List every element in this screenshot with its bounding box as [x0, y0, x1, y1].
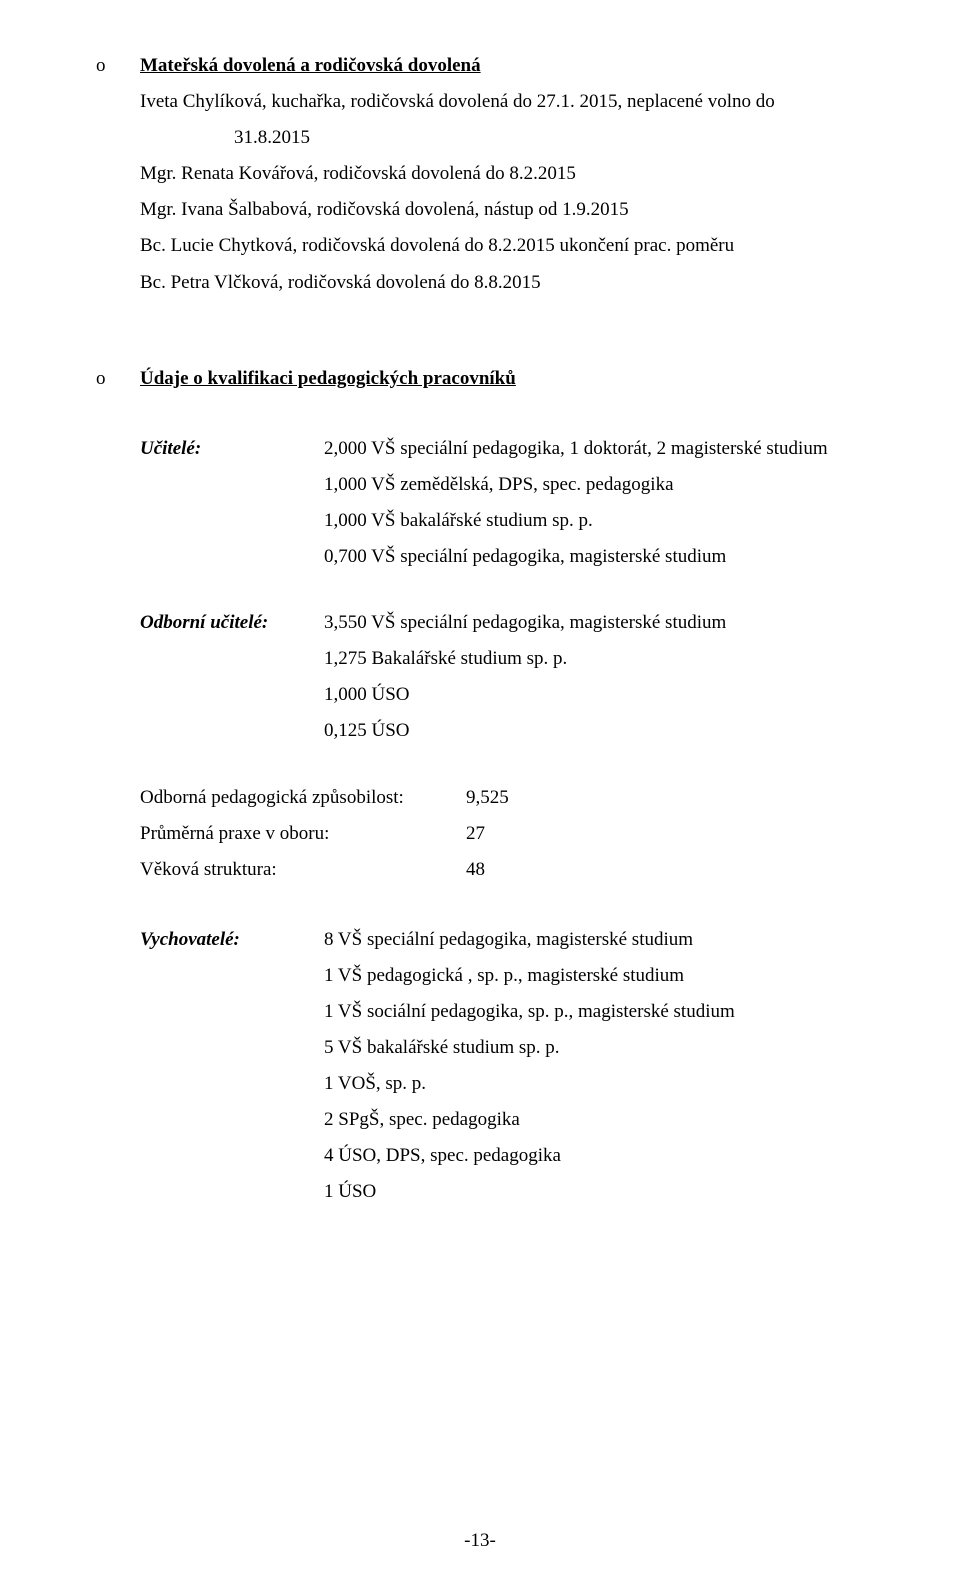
stats-row-2: Věková struktura: 48	[140, 852, 860, 888]
stats-label-1: Průměrná praxe v oboru:	[140, 816, 466, 852]
vychovatele-block: Vychovatelé: 8 VŠ speciální pedagogika, …	[140, 922, 860, 1211]
odborni-line-1: 1,275 Bakalářské studium sp. p.	[324, 641, 860, 677]
qualification-section: o Údaje o kvalifikaci pedagogických prac…	[140, 361, 860, 397]
odborni-block: Odborní učitelé: 3,550 VŠ speciální peda…	[140, 605, 860, 749]
stats-label-2: Věková struktura:	[140, 852, 466, 888]
stats-row-0: Odborná pedagogická způsobilost: 9,525	[140, 780, 860, 816]
vychovatele-line-0: 8 VŠ speciální pedagogika, magisterské s…	[324, 922, 860, 958]
odborni-body: 3,550 VŠ speciální pedagogika, magisters…	[324, 605, 860, 749]
vychovatele-line-6: 4 ÚSO, DPS, spec. pedagogika	[324, 1138, 860, 1174]
maternity-leave-section: o Mateřská dovolená a rodičovská dovolen…	[140, 48, 860, 301]
section1-line-0: Iveta Chylíková, kuchařka, rodičovská do…	[140, 84, 860, 120]
stats-value-1: 27	[466, 816, 860, 852]
vychovatele-label: Vychovatelé:	[140, 922, 324, 1211]
odborni-line-2: 1,000 ÚSO	[324, 677, 860, 713]
vychovatele-body: 8 VŠ speciální pedagogika, magisterské s…	[324, 922, 860, 1211]
section1-line-2: Mgr. Renata Kovářová, rodičovská dovolen…	[140, 156, 860, 192]
stats-block: Odborná pedagogická způsobilost: 9,525 P…	[140, 780, 860, 888]
section1-line-3: Mgr. Ivana Šalbabová, rodičovská dovolen…	[140, 192, 860, 228]
section1-heading-row: o Mateřská dovolená a rodičovská dovolen…	[96, 48, 860, 84]
stats-row-1: Průměrná praxe v oboru: 27	[140, 816, 860, 852]
section1-line-5: Bc. Petra Vlčková, rodičovská dovolená d…	[140, 265, 860, 301]
stats-value-2: 48	[466, 852, 860, 888]
ucitele-label: Učitelé:	[140, 431, 324, 575]
vychovatele-line-4: 1 VOŠ, sp. p.	[324, 1066, 860, 1102]
section1-heading: Mateřská dovolená a rodičovská dovolená	[140, 48, 481, 84]
ucitele-block: Učitelé: 2,000 VŠ speciální pedagogika, …	[140, 431, 860, 575]
ucitele-line-2: 1,000 VŠ bakalářské studium sp. p.	[324, 503, 860, 539]
page: o Mateřská dovolená a rodičovská dovolen…	[0, 0, 960, 1583]
odborni-line-0: 3,550 VŠ speciální pedagogika, magisters…	[324, 605, 860, 641]
stats-label-0: Odborná pedagogická způsobilost:	[140, 780, 466, 816]
page-number: -13-	[0, 1523, 960, 1559]
section2-heading: Údaje o kvalifikaci pedagogických pracov…	[140, 361, 516, 397]
odborni-line-3: 0,125 ÚSO	[324, 713, 860, 749]
vychovatele-line-7: 1 ÚSO	[324, 1174, 860, 1210]
bullet-circle: o	[96, 48, 140, 84]
section2-heading-row: o Údaje o kvalifikaci pedagogických prac…	[96, 361, 860, 397]
vychovatele-line-5: 2 SPgŠ, spec. pedagogika	[324, 1102, 860, 1138]
section1-line-1: 31.8.2015	[140, 120, 860, 156]
ucitele-line-3: 0,700 VŠ speciální pedagogika, magisters…	[324, 539, 860, 575]
vychovatele-line-1: 1 VŠ pedagogická , sp. p., magisterské s…	[324, 958, 860, 994]
section1-line-4: Bc. Lucie Chytková, rodičovská dovolená …	[140, 228, 860, 264]
ucitele-line-0: 2,000 VŠ speciální pedagogika, 1 doktorá…	[324, 431, 860, 467]
bullet-circle: o	[96, 361, 140, 397]
ucitele-line-1: 1,000 VŠ zemědělská, DPS, spec. pedagogi…	[324, 467, 860, 503]
vychovatele-line-2: 1 VŠ sociální pedagogika, sp. p., magist…	[324, 994, 860, 1030]
ucitele-body: 2,000 VŠ speciální pedagogika, 1 doktorá…	[324, 431, 860, 575]
vychovatele-line-3: 5 VŠ bakalářské studium sp. p.	[324, 1030, 860, 1066]
odborni-label: Odborní učitelé:	[140, 605, 324, 749]
stats-value-0: 9,525	[466, 780, 860, 816]
